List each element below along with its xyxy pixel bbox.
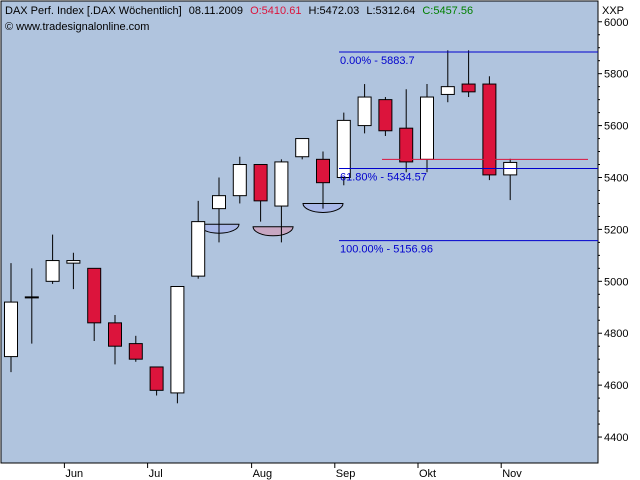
candle-body-bear	[128, 343, 143, 360]
candle-body-bull	[4, 301, 18, 358]
y-tick-label: 5400	[604, 172, 628, 184]
header-instrument: DAX Perf. Index [.DAX Wöchentlich]	[5, 5, 182, 17]
x-tick-label: Okt	[419, 468, 436, 480]
header-line: DAX Perf. Index [.DAX Wöchentlich] 08.11…	[5, 5, 473, 17]
candle-body-bear	[316, 158, 330, 184]
header-high: H:5472.03	[309, 5, 360, 17]
y-tick-label: 4400	[604, 432, 628, 444]
candle-body-bear	[87, 267, 102, 324]
candle-body-bull	[420, 96, 434, 160]
fib-levels: 0.00% - 5883.7 61.80% - 5434.57 100.00% - …	[339, 51, 598, 256]
y-tick-label: 4600	[604, 380, 628, 392]
x-axis: Jun Jul Aug Sep Okt Nov	[63, 463, 522, 480]
y-tick-label: 5000	[604, 276, 628, 288]
y-tick-label: 5600	[604, 121, 628, 133]
candle-body-bear	[108, 322, 122, 347]
candle-body-bear	[149, 366, 164, 391]
candle-body-bull	[336, 119, 351, 178]
candle-body-bull	[440, 86, 455, 95]
fib-label: 0.00% - 5883.7	[340, 55, 415, 67]
x-tick-label: Jul	[149, 468, 163, 480]
y-tick-label: 4800	[604, 328, 628, 340]
x-tick-label: Nov	[502, 468, 522, 480]
header-close: C:5457.56	[422, 5, 473, 17]
candles	[4, 50, 518, 404]
candle-body-bull	[232, 164, 247, 197]
y-axis: 4400 4600 4800 5000 5200 5400 5600 5800 6000	[598, 17, 628, 444]
candle-body-bull	[357, 96, 372, 127]
candle-body-bear	[378, 99, 393, 132]
plot-area	[0, 0, 599, 464]
y-tick-label: 6000	[604, 17, 628, 29]
candle-body-bull	[66, 260, 81, 264]
candle-body-bear	[482, 83, 497, 176]
header-date: 08.11.2009	[189, 5, 243, 17]
fib-label: 100.00% - 5156.96	[340, 244, 433, 256]
candle-body-bull	[170, 286, 185, 394]
candle-body-bear	[461, 83, 476, 93]
candle-body-bull	[191, 221, 206, 277]
x-tick-label: Sep	[336, 468, 356, 480]
dip-marker	[252, 226, 294, 237]
candle-body-bear	[253, 164, 268, 202]
candle-body-bear	[399, 127, 414, 163]
candle-body-bull	[45, 260, 60, 282]
candle-body-bull	[212, 195, 226, 210]
candle-body-bull	[24, 296, 39, 299]
fib-label: 61.80% - 5434.57	[340, 172, 427, 184]
axis-unit: XXP	[602, 5, 624, 17]
copyright: © www.tradesignalonline.com	[5, 21, 149, 33]
header-low: L:5312.64	[366, 5, 415, 17]
y-tick-label: 5200	[604, 224, 628, 236]
x-tick-label: Jun	[65, 468, 83, 480]
candle-body-bull	[295, 138, 310, 158]
y-tick-label: 5800	[604, 69, 628, 81]
x-tick-label: Aug	[253, 468, 273, 480]
candle-body-bull	[274, 161, 289, 207]
header-open: O:5410.61	[250, 5, 301, 17]
